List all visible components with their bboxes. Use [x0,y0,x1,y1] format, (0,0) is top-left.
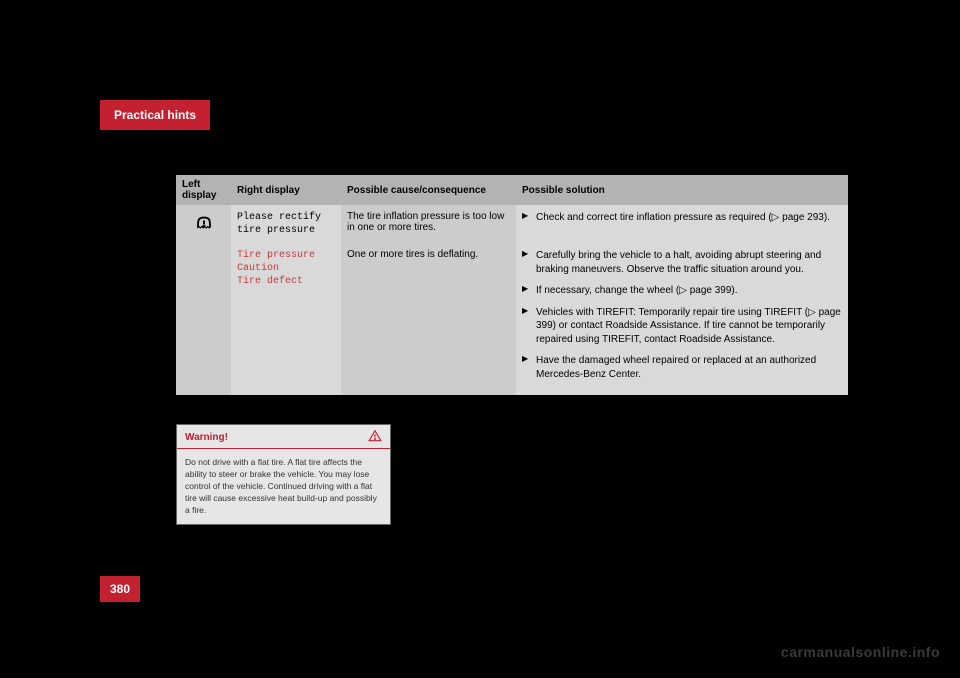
diagnostics-table: Left display Right display Possible caus… [176,175,848,395]
diagnostics-table-container: Left display Right display Possible caus… [176,175,848,395]
page-number-tab: 380 [100,576,140,602]
display-text-line: Please rectify [237,211,335,224]
cell-solution: Carefully bring the vehicle to a halt, a… [516,243,848,395]
section-header-tab: Practical hints [100,100,210,130]
solution-list: Carefully bring the vehicle to a halt, a… [522,249,842,381]
solution-item: Have the damaged wheel repaired or repla… [522,354,842,381]
page-number: 380 [110,582,130,596]
warning-body: Do not drive with a flat tire. A flat ti… [177,449,390,524]
cell-right-display: Tire pressure Caution Tire defect [231,243,341,395]
table-row: Please rectify tire pressure The tire in… [176,205,848,243]
solution-item: Carefully bring the vehicle to a halt, a… [522,249,842,276]
warning-title: Warning! [185,432,228,443]
header-solution: Possible solution [516,175,848,205]
header-left-display: Left display [176,175,231,205]
tire-pressure-icon [195,223,213,234]
solution-list: Check and correct tire inflation pressur… [522,211,842,225]
cell-cause: The tire inflation pressure is too low i… [341,205,516,243]
solution-item: Check and correct tire inflation pressur… [522,211,842,225]
manual-page: Practical hints Left display Right displ… [0,0,960,678]
display-text-line: tire pressure [237,224,335,237]
watermark: carmanualsonline.info [781,644,940,660]
table-row: Tire pressure Caution Tire defect One or… [176,243,848,395]
display-text-line: Tire defect [237,275,335,288]
header-right-display: Right display [231,175,341,205]
display-text-line: Tire pressure [237,249,335,262]
cell-solution: Check and correct tire inflation pressur… [516,205,848,243]
section-title: Practical hints [114,108,196,122]
cell-left-display [176,205,231,395]
warning-triangle-icon [368,429,382,446]
solution-item: Vehicles with TIREFIT: Temporarily repai… [522,306,842,347]
cell-cause: One or more tires is deflating. [341,243,516,395]
warning-box: Warning! Do not drive with a flat tire. … [176,424,391,525]
solution-item: If necessary, change the wheel (▷ page 3… [522,284,842,298]
header-cause: Possible cause/consequence [341,175,516,205]
table-header-row: Left display Right display Possible caus… [176,175,848,205]
cell-right-display: Please rectify tire pressure [231,205,341,243]
display-text-line: Caution [237,262,335,275]
warning-header: Warning! [177,425,390,449]
